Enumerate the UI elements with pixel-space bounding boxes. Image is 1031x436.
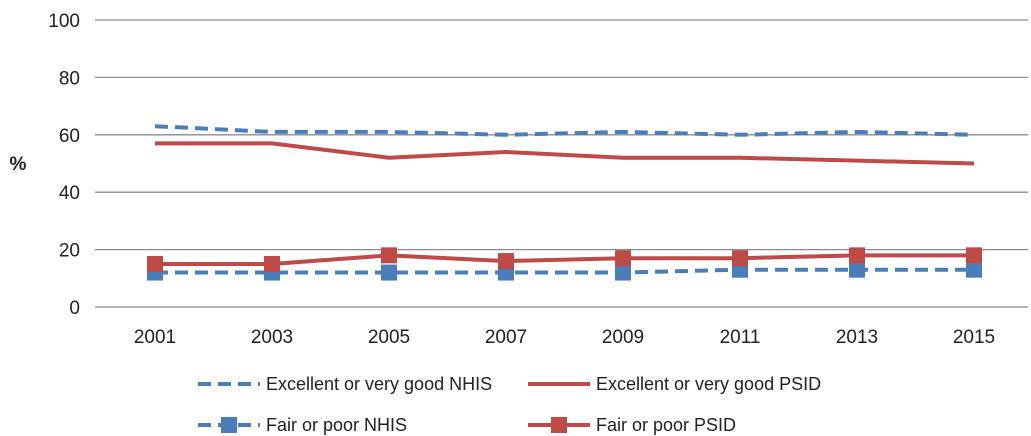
y-axis-tick-labels: 0 20 40 60 80 100: [48, 11, 80, 319]
y-tick-label: 40: [59, 183, 80, 204]
legend-item: Fair or poor PSID: [528, 415, 736, 435]
y-tick-label: 60: [59, 126, 80, 147]
x-tick-label: 2011: [720, 327, 761, 348]
series-line: [155, 141, 975, 166]
data-point-marker: [264, 255, 280, 272]
series-lines: [147, 124, 982, 281]
legend-item: Excellent or very good PSID: [528, 374, 821, 394]
x-tick-label: 2009: [602, 327, 644, 348]
x-tick-label: 2003: [251, 327, 293, 348]
data-point-marker: [849, 247, 865, 264]
x-tick-label: 2015: [953, 327, 995, 348]
y-tick-label: 20: [59, 241, 80, 262]
data-point-marker: [615, 264, 631, 281]
legend-marker: [221, 417, 237, 433]
data-point-marker: [615, 250, 631, 267]
data-point-marker: [381, 247, 397, 264]
y-tick-label: 100: [48, 11, 80, 32]
y-tick-label: 80: [59, 68, 80, 89]
series-0: [154, 124, 975, 137]
data-point-marker: [966, 261, 982, 278]
grid-lines: [95, 19, 1028, 308]
data-point-marker: [732, 250, 748, 267]
series-3: [147, 247, 982, 272]
x-axis-tick-labels: 2001 2003 2005 2007 2009 2011 2013 2015: [134, 327, 995, 348]
legend-marker: [551, 417, 567, 433]
series-line: [155, 267, 974, 275]
x-tick-label: 2001: [134, 327, 176, 348]
data-point-marker: [498, 253, 514, 270]
series-line: [155, 253, 974, 266]
legend-label: Excellent or very good NHIS: [266, 374, 492, 394]
x-tick-label: 2005: [368, 327, 410, 348]
y-axis-label: %: [10, 154, 27, 175]
legend: Excellent or very good NHIS Excellent or …: [198, 374, 821, 435]
data-point-marker: [966, 247, 982, 264]
legend-label: Fair or poor NHIS: [266, 415, 407, 435]
legend-item: Fair or poor NHIS: [198, 415, 407, 435]
y-tick-label: 0: [69, 298, 80, 319]
data-point-marker: [849, 261, 865, 278]
x-tick-label: 2013: [836, 327, 878, 348]
x-tick-label: 2007: [485, 327, 527, 348]
series-1: [155, 141, 975, 166]
legend-label: Fair or poor PSID: [596, 415, 736, 435]
data-point-marker: [147, 255, 163, 272]
data-point-marker: [381, 264, 397, 281]
legend-label: Excellent or very good PSID: [596, 374, 821, 394]
series-line: [154, 124, 975, 137]
legend-item: Excellent or very good NHIS: [198, 374, 492, 394]
